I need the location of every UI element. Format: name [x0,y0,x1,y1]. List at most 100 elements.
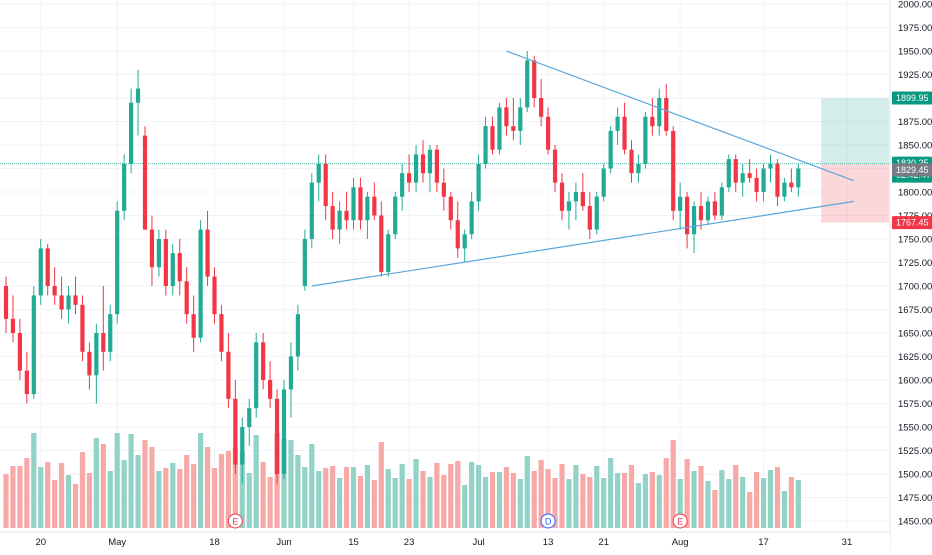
candle[interactable] [691,201,697,254]
candle[interactable] [94,323,99,404]
support-trendline[interactable] [311,200,854,287]
candle[interactable] [268,361,273,409]
candle[interactable] [573,182,578,221]
candle[interactable] [45,243,50,296]
candle[interactable] [434,145,439,192]
candle[interactable] [142,126,148,230]
candle[interactable] [156,229,161,277]
candle[interactable] [462,229,467,263]
candle[interactable] [796,163,801,197]
candle[interactable] [629,140,634,183]
candle[interactable] [393,192,398,239]
candle[interactable] [73,276,78,315]
candle[interactable] [726,154,731,192]
candle[interactable] [38,239,43,305]
candle[interactable] [761,163,766,202]
candle[interactable] [281,380,287,479]
event-marker[interactable]: E [227,513,243,529]
candle[interactable] [705,196,711,225]
candle[interactable] [698,192,704,230]
candle[interactable] [115,201,120,324]
candle[interactable] [413,145,419,192]
candle[interactable] [177,239,182,296]
candle[interactable] [163,229,168,296]
candle[interactable] [754,168,759,202]
candle[interactable] [518,98,523,145]
candle[interactable] [191,295,196,352]
candle[interactable] [240,417,245,484]
candle[interactable] [636,154,641,183]
candle[interactable] [782,177,787,202]
candle[interactable] [789,168,794,193]
candle[interactable] [587,192,592,239]
candle[interactable] [247,398,252,446]
candle[interactable] [427,145,433,192]
candle[interactable] [372,182,377,221]
candle[interactable] [740,163,745,197]
candle[interactable] [198,220,203,343]
candle[interactable] [643,112,648,169]
candle[interactable] [747,159,752,183]
resistance-trendline[interactable] [506,50,855,182]
candle[interactable] [87,342,92,390]
candle[interactable] [288,342,294,418]
candle[interactable] [539,79,544,127]
candle[interactable] [149,215,155,287]
candle[interactable] [170,243,175,296]
candle[interactable] [226,333,231,409]
candle[interactable] [66,286,71,324]
candle[interactable] [31,286,36,399]
candle[interactable] [511,98,516,141]
event-marker[interactable]: E [672,513,688,529]
candle[interactable] [712,192,717,221]
candle[interactable] [10,295,16,343]
candle[interactable] [24,351,29,404]
candle[interactable] [532,55,537,108]
candle[interactable] [122,154,127,221]
candle[interactable] [546,107,551,155]
candle[interactable] [685,192,690,249]
candle[interactable] [559,173,565,221]
candle[interactable] [365,192,370,239]
candle[interactable] [52,267,57,305]
candle[interactable] [108,304,113,362]
candle[interactable] [476,154,481,211]
price-axis[interactable] [890,0,932,550]
candle[interactable] [504,98,509,136]
candle[interactable] [233,380,238,474]
candle[interactable] [407,154,412,192]
candle[interactable] [330,192,335,239]
time-axis[interactable] [0,532,890,550]
position-stop-zone[interactable] [821,163,889,223]
candle[interactable] [483,116,488,169]
candle[interactable] [129,88,134,174]
candle[interactable] [552,145,558,192]
candle[interactable] [601,163,606,202]
candle[interactable] [678,182,683,230]
candle[interactable] [594,192,599,235]
candle[interactable] [295,304,300,371]
candle[interactable] [135,69,141,136]
candle[interactable] [254,333,259,418]
candle[interactable] [309,173,314,249]
candle[interactable] [775,159,780,207]
candle[interactable] [650,98,655,136]
candle[interactable] [580,173,585,211]
candle[interactable] [733,154,738,192]
candle[interactable] [344,192,349,230]
candle[interactable] [323,154,328,221]
candle[interactable] [101,286,106,371]
candle[interactable] [490,116,495,155]
candle[interactable] [184,267,189,324]
candle[interactable] [455,201,460,258]
candle[interactable] [358,177,363,230]
candle[interactable] [400,163,405,211]
candle[interactable] [469,192,474,239]
candle[interactable] [664,83,669,136]
candle[interactable] [671,126,676,221]
candle[interactable] [615,107,620,145]
candle[interactable] [420,140,426,183]
candle[interactable] [608,126,613,174]
